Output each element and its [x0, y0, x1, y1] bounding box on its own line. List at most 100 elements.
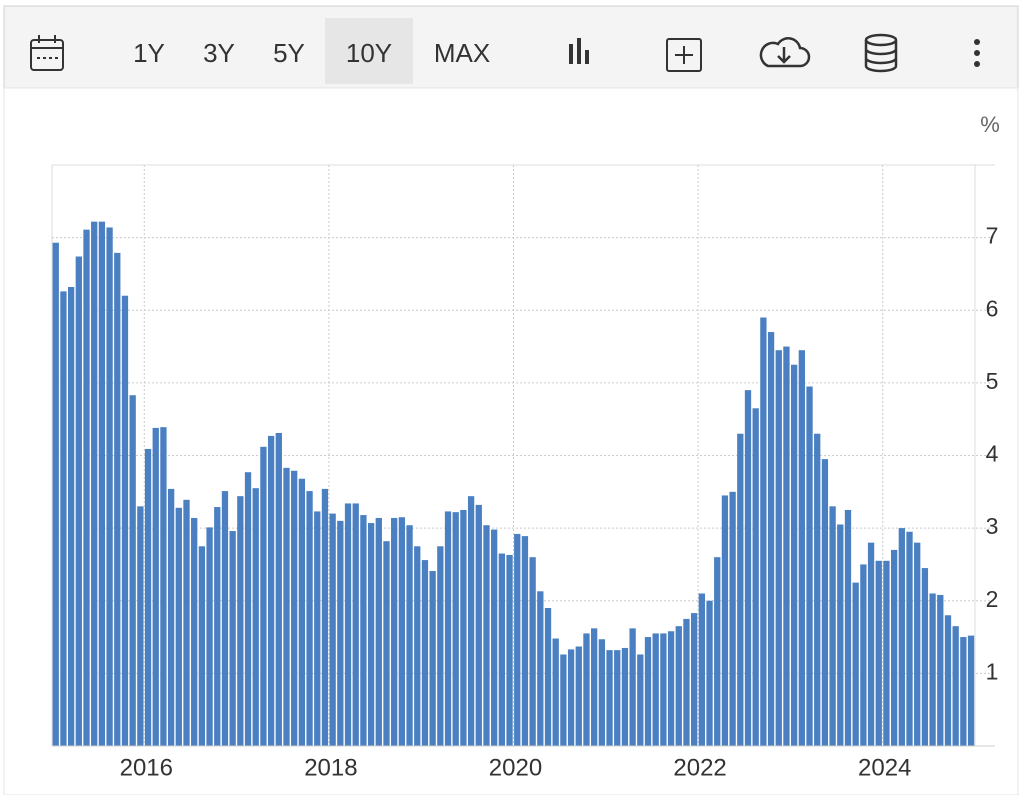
bar	[460, 509, 467, 746]
bar	[629, 628, 636, 746]
y-tick-label: 7	[986, 223, 999, 249]
bar	[83, 229, 90, 747]
bar	[244, 472, 252, 746]
y-tick-label: 2	[986, 586, 999, 612]
range-button[interactable]: 3Y	[203, 38, 235, 68]
bar	[806, 386, 813, 746]
range-button[interactable]: 5Y	[273, 38, 305, 68]
bar	[429, 570, 436, 746]
bar	[583, 633, 590, 746]
bar	[752, 408, 759, 746]
bar	[221, 491, 229, 746]
bar	[598, 639, 605, 746]
bar	[829, 506, 836, 746]
bar	[821, 459, 829, 746]
bar	[698, 593, 705, 746]
y-tick-label: 1	[986, 658, 999, 684]
bar	[491, 529, 498, 746]
bar	[675, 626, 682, 746]
add-icon[interactable]	[666, 38, 702, 72]
bar	[844, 509, 852, 746]
bar	[767, 332, 775, 746]
x-tick-label: 2022	[673, 754, 726, 781]
bar	[214, 507, 221, 746]
calendar-icon[interactable]	[30, 35, 64, 71]
range-button[interactable]: MAX	[434, 38, 490, 68]
bar	[498, 553, 506, 746]
bar	[152, 427, 159, 746]
bar	[467, 496, 475, 746]
bar	[537, 591, 544, 746]
database-icon[interactable]	[864, 33, 898, 73]
bar	[67, 287, 75, 746]
bar	[421, 560, 429, 746]
bar	[875, 560, 882, 746]
bar	[252, 488, 259, 746]
bar	[737, 433, 744, 746]
bar	[852, 582, 859, 746]
bar	[575, 646, 582, 746]
bar	[391, 517, 398, 746]
bar	[175, 507, 182, 746]
bar	[360, 515, 367, 746]
bar	[329, 513, 336, 746]
bar	[483, 525, 490, 746]
bar	[475, 504, 482, 746]
x-tick-label: 2020	[489, 754, 542, 781]
bar	[452, 512, 459, 746]
bar	[514, 533, 521, 746]
bar	[167, 488, 175, 746]
x-tick-label: 2016	[120, 754, 173, 781]
bar	[414, 546, 421, 746]
download-icon[interactable]	[759, 37, 811, 68]
bar	[591, 628, 598, 746]
bar	[314, 511, 321, 746]
bar	[890, 549, 898, 746]
bar	[921, 568, 929, 746]
bar	[375, 517, 382, 746]
bar	[791, 364, 798, 746]
toolbar	[3, 5, 1019, 89]
bar	[929, 593, 936, 746]
bar	[321, 488, 329, 746]
bar	[883, 560, 890, 746]
bar	[144, 448, 152, 746]
bar	[621, 647, 629, 746]
bar	[352, 503, 359, 746]
bar	[267, 435, 275, 746]
bar	[898, 528, 905, 746]
bar	[406, 525, 413, 746]
bar	[944, 615, 952, 746]
bar	[567, 649, 575, 746]
bar	[437, 546, 444, 746]
bar	[706, 600, 713, 746]
bar	[560, 654, 567, 746]
range-button[interactable]: 10Y	[346, 38, 392, 68]
bar	[544, 608, 552, 746]
bar	[206, 527, 213, 746]
bar	[606, 650, 613, 746]
bar	[652, 633, 659, 746]
bar	[198, 546, 206, 746]
bar	[106, 227, 113, 746]
bar	[337, 520, 344, 746]
bar	[714, 557, 721, 746]
x-tick-label: 2024	[858, 754, 911, 781]
bar	[721, 495, 729, 746]
bar	[444, 511, 452, 746]
bar	[775, 350, 782, 746]
bar	[137, 506, 144, 746]
bar	[552, 638, 559, 746]
bar	[614, 650, 621, 746]
active-button-bg	[325, 18, 413, 84]
bar-chart-icon[interactable]	[569, 38, 589, 64]
more-icon[interactable]	[974, 39, 980, 67]
range-button[interactable]: 1Y	[133, 38, 165, 68]
bar	[383, 541, 390, 746]
bar	[306, 491, 313, 746]
bar	[744, 390, 752, 746]
bar	[529, 557, 536, 746]
bar	[837, 524, 844, 746]
bar	[344, 503, 352, 746]
